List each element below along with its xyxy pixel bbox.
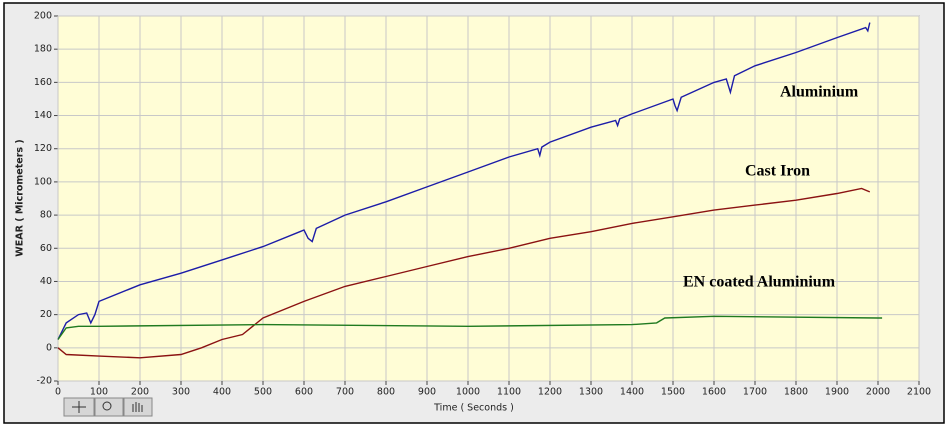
x-tick-label: 600 — [295, 387, 313, 398]
x-tick-label: 1800 — [784, 387, 808, 398]
x-tick-label: 200 — [131, 387, 149, 398]
series-line — [57, 22, 871, 340]
x-tick-label: 800 — [377, 387, 395, 398]
x-tick-label: 1900 — [825, 387, 849, 398]
x-tick-label: 300 — [172, 387, 190, 398]
x-tick-label: 400 — [213, 387, 231, 398]
y-tick-label: 0 — [46, 342, 52, 353]
y-tick-label: 100 — [34, 176, 52, 187]
zoom-tool[interactable] — [94, 397, 124, 417]
y-tick-label: 60 — [40, 243, 52, 254]
series-line — [57, 187, 871, 359]
y-tick-label: 120 — [34, 143, 52, 154]
x-tick-label: 500 — [254, 387, 272, 398]
x-tick-label: 2000 — [866, 387, 890, 398]
y-tick-label: 40 — [40, 276, 52, 287]
y-tick-label: 80 — [40, 210, 52, 221]
y-tick-label: 200 — [34, 11, 52, 22]
x-tick-label: 1000 — [456, 387, 480, 398]
x-tick-label: 1400 — [620, 387, 644, 398]
x-tick-label: 900 — [418, 387, 436, 398]
y-tick-label: 180 — [34, 44, 52, 55]
y-tick-label: 140 — [34, 110, 52, 121]
y-tick-label: -20 — [36, 376, 52, 387]
pan-icon — [132, 402, 143, 412]
y-axis-label: WEAR ( Micrometers ) — [15, 139, 26, 256]
x-axis-label: Time ( Seconds ) — [433, 403, 514, 414]
x-tick-label: 0 — [55, 387, 61, 398]
series-annotation: Aluminium — [780, 84, 859, 101]
pan-tool[interactable] — [123, 397, 153, 417]
zoom-icon — [102, 401, 112, 411]
x-tick-label: 100 — [90, 387, 108, 398]
x-tick-label: 1100 — [497, 387, 521, 398]
toolbar — [63, 397, 153, 417]
x-tick-label: 2100 — [907, 387, 931, 398]
cursor-icon — [72, 401, 86, 413]
y-tick-label: 20 — [40, 309, 52, 320]
y-tick-label: 160 — [34, 77, 52, 88]
plot-area — [57, 15, 920, 382]
x-tick-label: 1300 — [579, 387, 603, 398]
series-line — [57, 315, 883, 340]
series-annotation: EN coated Aluminium — [683, 274, 836, 291]
series-annotation: Cast Iron — [745, 163, 810, 180]
x-tick-label: 700 — [336, 387, 354, 398]
x-tick-label: 1700 — [743, 387, 767, 398]
x-tick-label: 1600 — [702, 387, 726, 398]
x-tick-label: 1200 — [538, 387, 562, 398]
x-tick-label: 1500 — [661, 387, 685, 398]
